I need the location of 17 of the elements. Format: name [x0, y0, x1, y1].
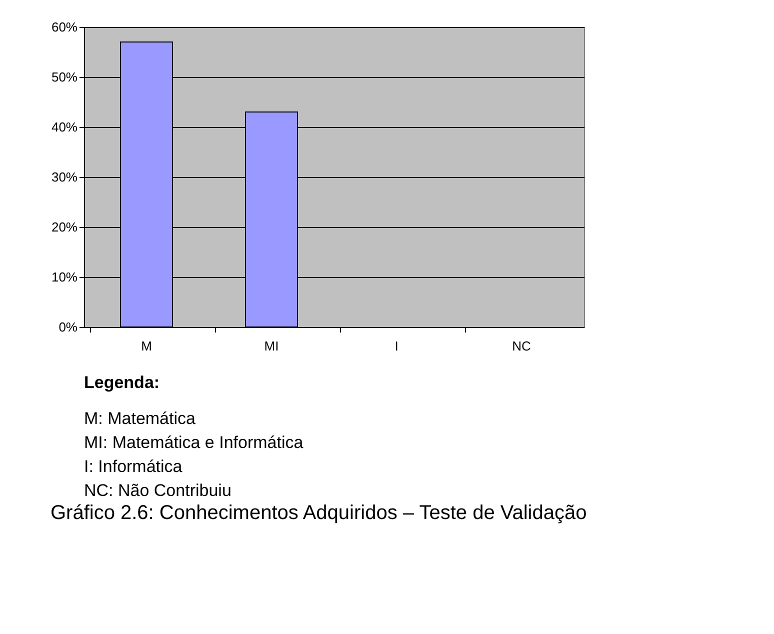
y-tick-label: 50%: [51, 70, 78, 84]
text: MI: Matemática e Informática: [84, 433, 304, 452]
text: Legenda:: [84, 373, 160, 392]
x-tick-label: NC: [512, 338, 531, 354]
y-tick-label: 60%: [51, 20, 78, 34]
x-tick-label: I: [394, 338, 398, 354]
text: I: Informática: [84, 457, 183, 476]
y-tick-label: 20%: [51, 220, 78, 234]
y-tick-label: 40%: [51, 120, 78, 134]
text: Gráfico 2.6: Conhecimentos Adquiridos – Teste de Validação: [50, 502, 587, 524]
text: NC: Não Contribuiu: [84, 481, 232, 500]
x-tick-label: MI: [264, 338, 279, 354]
text: M: Matemática: [84, 409, 196, 428]
x-tick-label: M: [141, 338, 152, 354]
y-tick-label: 30%: [51, 170, 78, 184]
y-tick-label: 10%: [51, 270, 78, 284]
y-tick-label: 0%: [58, 320, 78, 334]
